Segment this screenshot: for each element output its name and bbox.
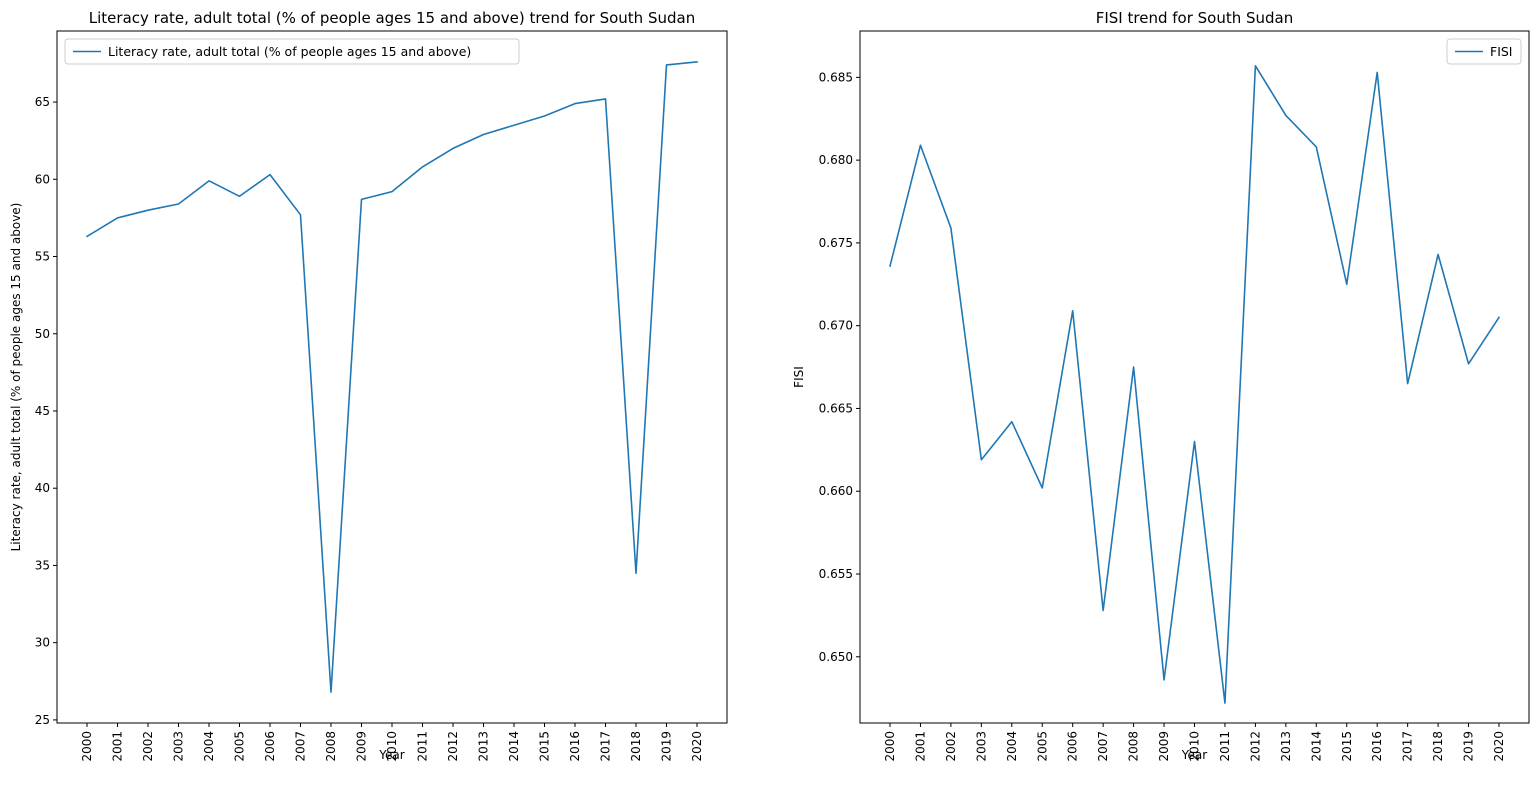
x-tick-label: 2001 (913, 731, 927, 762)
x-axis-label: Year (378, 748, 404, 762)
y-tick-label: 0.660 (819, 484, 853, 498)
x-tick-label: 2002 (944, 731, 958, 762)
x-tick-label: 2016 (1370, 731, 1384, 762)
y-tick-label: 30 (35, 636, 50, 650)
x-tick-label: 2004 (202, 731, 216, 762)
x-tick-label: 2003 (172, 731, 186, 762)
legend-label: Literacy rate, adult total (% of people … (108, 44, 471, 59)
x-tick-label: 2017 (599, 731, 613, 762)
legend: Literacy rate, adult total (% of people … (64, 38, 520, 65)
x-tick-label: 2018 (629, 731, 643, 762)
x-tick-label: 2019 (660, 731, 674, 762)
x-tick-label: 2015 (1340, 731, 1354, 762)
x-tick-label: 2020 (1492, 731, 1506, 762)
y-tick-label: 35 (35, 558, 50, 572)
x-tick-label: 2020 (690, 731, 704, 762)
x-tick-label: 2002 (141, 731, 155, 762)
x-tick-label: 2004 (1005, 731, 1019, 762)
y-axis-label: Literacy rate, adult total (% of people … (9, 203, 23, 552)
x-tick-label: 2010 (1188, 731, 1202, 762)
x-tick-label: 2006 (263, 731, 277, 762)
x-tick-label: 2011 (1218, 731, 1232, 762)
x-tick-label: 2007 (294, 731, 308, 762)
chart-title: Literacy rate, adult total (% of people … (89, 9, 695, 27)
y-tick-label: 60 (35, 172, 50, 186)
x-tick-label: 2019 (1462, 731, 1476, 762)
y-tick-label: 0.675 (819, 236, 853, 250)
x-tick-label: 2005 (233, 731, 247, 762)
x-tick-label: 2003 (974, 731, 988, 762)
x-tick-label: 2009 (355, 731, 369, 762)
x-tick-label: 2018 (1431, 731, 1445, 762)
x-tick-label: 2001 (111, 731, 125, 762)
y-tick-label: 0.670 (819, 319, 853, 333)
x-tick-label: 2015 (538, 731, 552, 762)
legend: FISI (1446, 38, 1522, 65)
y-tick-label: 55 (35, 250, 50, 264)
legend-box (1446, 38, 1522, 65)
y-tick-label: 0.650 (819, 650, 853, 664)
y-tick-label: 0.655 (819, 567, 853, 581)
legend-label: FISI (1490, 44, 1513, 59)
fisi-chart: FISI trend for South Sudan 2000 2001 2002 20… (792, 9, 1530, 762)
x-tick-label: 2006 (1066, 731, 1080, 762)
y-tick-label: 50 (35, 327, 50, 341)
x-tick-label: 2007 (1096, 731, 1110, 762)
x-tick-label: 2012 (446, 731, 460, 762)
y-tick-label: 65 (35, 95, 50, 109)
y-tick-label: 0.680 (819, 153, 853, 167)
y-tick-label: 0.685 (819, 70, 853, 84)
x-tick-label: 2012 (1248, 731, 1262, 762)
legend-box (64, 38, 520, 65)
x-tick-label: 2017 (1401, 731, 1415, 762)
x-axis-label: Year (1181, 748, 1207, 762)
y-axis-label: FISI (792, 366, 806, 388)
y-tick-label: 0.665 (819, 401, 853, 415)
x-tick-label: 2010 (385, 731, 399, 762)
y-tick-label: 45 (35, 404, 50, 418)
x-tick-label: 2014 (1309, 731, 1323, 762)
literacy-rate-chart: Literacy rate, adult total (% of people … (9, 9, 728, 762)
x-tick-label: 2008 (324, 731, 338, 762)
series-line (889, 64, 1501, 704)
chart-title: FISI trend for South Sudan (1096, 9, 1294, 27)
x-tick-label: 2013 (1279, 731, 1293, 762)
x-tick-label: 2005 (1035, 731, 1049, 762)
y-tick-label: 25 (35, 713, 50, 727)
series-line (85, 61, 698, 693)
x-tick-label: 2000 (883, 731, 897, 762)
x-tick-label: 2016 (568, 731, 582, 762)
x-tick-label: 2014 (507, 731, 521, 762)
x-tick-label: 2009 (1157, 731, 1171, 762)
x-tick-label: 2008 (1127, 731, 1141, 762)
x-tick-label: 2011 (416, 731, 430, 762)
x-tick-label: 2000 (80, 731, 94, 762)
x-tick-label: 2013 (477, 731, 491, 762)
y-tick-label: 40 (35, 481, 50, 495)
